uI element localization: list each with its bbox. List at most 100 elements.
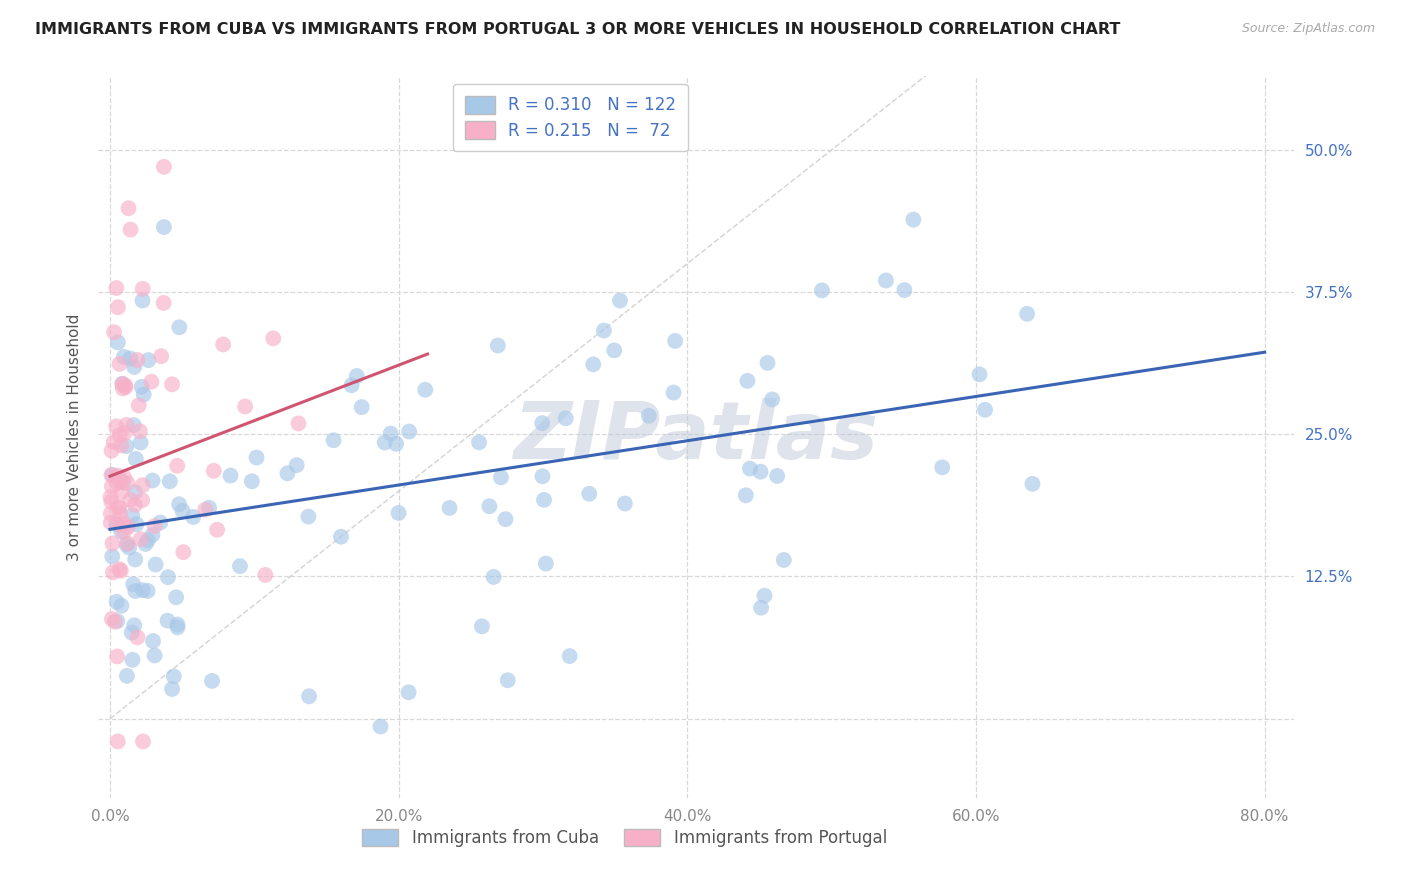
Point: [531, 416, 554, 430]
Point: [108, 500, 131, 515]
Point: [117, 201, 139, 215]
Point: [181, 510, 204, 524]
Point: [131, 293, 153, 308]
Point: [101, 536, 124, 550]
Point: [101, 612, 124, 626]
Point: [531, 469, 554, 483]
Point: [766, 469, 789, 483]
Point: [105, 595, 128, 609]
Point: [482, 570, 505, 584]
Point: [100, 495, 122, 509]
Point: [165, 591, 187, 605]
Point: [875, 273, 897, 287]
Point: [974, 402, 997, 417]
Point: [533, 492, 555, 507]
Point: [115, 439, 138, 453]
Point: [287, 417, 309, 431]
Point: [128, 424, 150, 438]
Point: [115, 537, 138, 551]
Point: [219, 468, 242, 483]
Point: [101, 549, 124, 564]
Point: [125, 517, 148, 532]
Point: [142, 634, 165, 648]
Point: [398, 425, 420, 439]
Point: [110, 475, 132, 489]
Point: [152, 296, 174, 310]
Point: [121, 653, 143, 667]
Point: [603, 343, 626, 358]
Point: [471, 619, 494, 633]
Point: [135, 537, 157, 551]
Point: [101, 479, 124, 493]
Point: [172, 545, 194, 559]
Point: [100, 467, 122, 482]
Point: [969, 368, 991, 382]
Point: [128, 398, 150, 412]
Point: [112, 516, 135, 530]
Point: [105, 649, 128, 664]
Point: [125, 451, 148, 466]
Point: [132, 282, 155, 296]
Point: [121, 625, 143, 640]
Point: [111, 377, 134, 392]
Point: [107, 734, 129, 748]
Point: [172, 504, 194, 518]
Point: [749, 600, 772, 615]
Point: [114, 378, 136, 392]
Point: [495, 512, 517, 526]
Point: [129, 435, 152, 450]
Point: [756, 356, 779, 370]
Point: [132, 478, 155, 492]
Point: [108, 428, 131, 442]
Point: [124, 584, 146, 599]
Point: [582, 357, 605, 371]
Point: [240, 474, 263, 488]
Point: [297, 509, 319, 524]
Point: [413, 383, 436, 397]
Point: [111, 381, 134, 395]
Point: [534, 557, 557, 571]
Point: [350, 400, 373, 414]
Point: [387, 506, 409, 520]
Point: [749, 465, 772, 479]
Point: [166, 458, 188, 473]
Point: [738, 461, 761, 475]
Text: IMMIGRANTS FROM CUBA VS IMMIGRANTS FROM PORTUGAL 3 OR MORE VEHICLES IN HOUSEHOLD: IMMIGRANTS FROM CUBA VS IMMIGRANTS FROM …: [35, 22, 1121, 37]
Point: [931, 460, 953, 475]
Point: [105, 419, 128, 434]
Point: [761, 392, 783, 407]
Point: [385, 437, 408, 451]
Point: [105, 475, 128, 490]
Point: [254, 568, 277, 582]
Point: [117, 476, 139, 491]
Point: [122, 418, 145, 433]
Point: [613, 496, 636, 510]
Point: [212, 337, 235, 351]
Point: [110, 438, 132, 452]
Point: [340, 378, 363, 392]
Point: [143, 519, 166, 533]
Point: [163, 669, 186, 683]
Point: [111, 376, 134, 391]
Point: [103, 325, 125, 339]
Point: [114, 380, 136, 394]
Point: [468, 435, 491, 450]
Point: [229, 559, 252, 574]
Point: [262, 331, 284, 345]
Point: [127, 630, 149, 644]
Point: [662, 385, 685, 400]
Point: [107, 500, 129, 515]
Point: [593, 324, 616, 338]
Point: [298, 690, 321, 704]
Point: [131, 493, 153, 508]
Point: [111, 475, 134, 490]
Point: [201, 673, 224, 688]
Legend: Immigrants from Cuba, Immigrants from Portugal: Immigrants from Cuba, Immigrants from Po…: [353, 821, 896, 855]
Point: [108, 562, 131, 576]
Point: [754, 589, 776, 603]
Point: [107, 335, 129, 350]
Point: [772, 553, 794, 567]
Point: [811, 284, 834, 298]
Point: [101, 467, 124, 482]
Point: [112, 350, 135, 364]
